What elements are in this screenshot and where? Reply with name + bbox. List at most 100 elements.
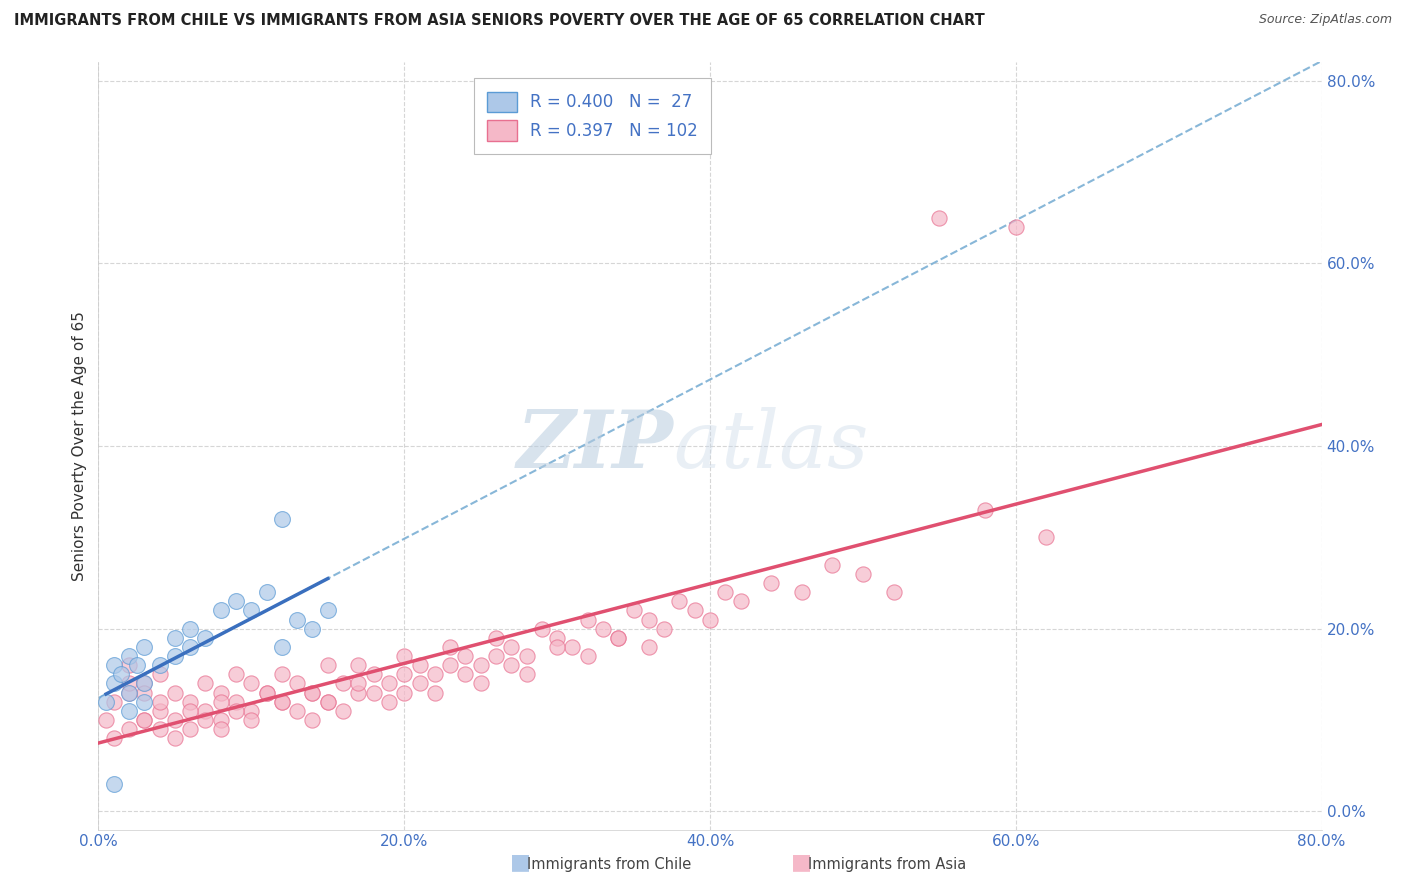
Point xyxy=(316,603,339,617)
Point xyxy=(928,211,950,225)
Point xyxy=(209,722,232,736)
Point xyxy=(301,622,323,636)
Point xyxy=(301,713,323,727)
Point xyxy=(149,695,172,709)
Point xyxy=(134,695,156,709)
Point xyxy=(501,658,523,673)
Legend: R = 0.400   N =  27, R = 0.397   N = 102: R = 0.400 N = 27, R = 0.397 N = 102 xyxy=(474,78,711,154)
Point xyxy=(209,695,232,709)
Point xyxy=(607,631,630,645)
Point xyxy=(363,685,385,699)
Point xyxy=(607,631,630,645)
Point xyxy=(683,603,706,617)
Point xyxy=(118,658,141,673)
Point xyxy=(163,631,186,645)
Point xyxy=(103,777,125,791)
Point xyxy=(103,695,125,709)
Point xyxy=(637,613,661,627)
Point xyxy=(423,667,446,681)
Point xyxy=(363,667,385,681)
Point xyxy=(118,722,141,736)
Point xyxy=(392,685,416,699)
Text: IMMIGRANTS FROM CHILE VS IMMIGRANTS FROM ASIA SENIORS POVERTY OVER THE AGE OF 65: IMMIGRANTS FROM CHILE VS IMMIGRANTS FROM… xyxy=(14,13,984,29)
Point xyxy=(270,667,292,681)
Point xyxy=(118,648,141,663)
Point xyxy=(454,648,477,663)
Point xyxy=(270,640,292,654)
Point xyxy=(256,585,278,599)
Point xyxy=(546,640,568,654)
Point xyxy=(118,676,141,690)
Point xyxy=(408,676,430,690)
Point xyxy=(546,631,568,645)
Point xyxy=(623,603,645,617)
Point xyxy=(332,704,354,718)
Point xyxy=(699,613,721,627)
Point xyxy=(561,640,583,654)
Point xyxy=(439,658,461,673)
Point xyxy=(285,704,308,718)
Point xyxy=(576,648,599,663)
Point xyxy=(821,558,844,572)
Text: ■: ■ xyxy=(792,853,811,872)
Point xyxy=(285,676,308,690)
Point xyxy=(1035,530,1057,544)
Point xyxy=(194,713,217,727)
Point xyxy=(637,640,661,654)
Point xyxy=(730,594,752,608)
Point xyxy=(470,658,492,673)
Point xyxy=(501,640,523,654)
Y-axis label: Seniors Poverty Over the Age of 65: Seniors Poverty Over the Age of 65 xyxy=(72,311,87,581)
Point xyxy=(163,648,186,663)
Point xyxy=(118,685,141,699)
Point xyxy=(179,622,201,636)
Point xyxy=(883,585,905,599)
Point xyxy=(285,613,308,627)
Point xyxy=(134,713,156,727)
Point xyxy=(118,685,141,699)
Point xyxy=(103,658,125,673)
Point xyxy=(378,676,401,690)
Point xyxy=(103,676,125,690)
Text: ■: ■ xyxy=(510,853,530,872)
Point xyxy=(125,658,148,673)
Point xyxy=(714,585,737,599)
Point xyxy=(225,667,247,681)
Point xyxy=(347,676,370,690)
Point xyxy=(485,631,508,645)
Point xyxy=(256,685,278,699)
Point xyxy=(974,503,997,517)
Point xyxy=(408,658,430,673)
Point xyxy=(240,676,263,690)
Point xyxy=(134,685,156,699)
Point xyxy=(316,658,339,673)
Point xyxy=(179,704,201,718)
Point xyxy=(852,566,875,581)
Text: atlas: atlas xyxy=(673,408,869,484)
Point xyxy=(759,576,782,591)
Point xyxy=(103,731,125,746)
Point xyxy=(439,640,461,654)
Text: Immigrants from Asia: Immigrants from Asia xyxy=(808,857,967,872)
Point xyxy=(110,667,132,681)
Point xyxy=(392,667,416,681)
Point xyxy=(301,685,323,699)
Point xyxy=(149,722,172,736)
Point xyxy=(163,713,186,727)
Point xyxy=(332,676,354,690)
Text: Source: ZipAtlas.com: Source: ZipAtlas.com xyxy=(1258,13,1392,27)
Point xyxy=(790,585,813,599)
Point xyxy=(225,594,247,608)
Point xyxy=(392,648,416,663)
Point xyxy=(209,603,232,617)
Point xyxy=(149,658,172,673)
Point xyxy=(163,685,186,699)
Point xyxy=(270,512,292,526)
Point xyxy=(209,713,232,727)
Point xyxy=(134,713,156,727)
Point xyxy=(194,631,217,645)
Point xyxy=(316,695,339,709)
Point xyxy=(225,704,247,718)
Point xyxy=(516,667,538,681)
Point xyxy=(179,640,201,654)
